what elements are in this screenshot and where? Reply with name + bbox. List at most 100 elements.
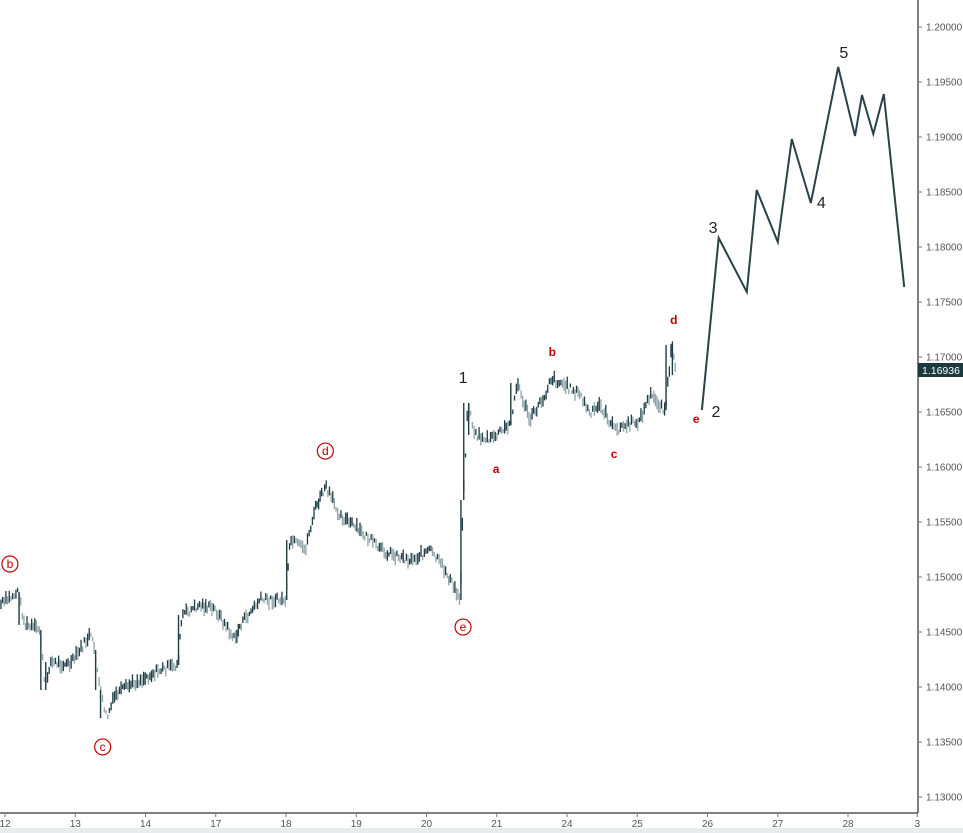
price-bar [253, 600, 255, 610]
price-bar [483, 437, 485, 442]
price-bar [29, 623, 31, 631]
price-bar [601, 409, 604, 416]
price-bar [533, 406, 535, 414]
price-bar [556, 379, 559, 389]
price-bar [410, 552, 412, 564]
price-bar [577, 386, 579, 397]
y-tick-label: 1.19000 [926, 133, 963, 144]
price-bar [632, 416, 634, 424]
price-bar [614, 423, 617, 431]
price-bar [338, 513, 340, 520]
x-tick-label: 21 [491, 819, 503, 830]
price-bar [146, 673, 148, 679]
price-bar [21, 613, 23, 620]
price-bar [236, 629, 238, 644]
price-bar [188, 611, 191, 617]
price-bar [155, 664, 157, 673]
price-bar [32, 622, 34, 631]
price-bar [128, 679, 130, 693]
price-bar [298, 539, 300, 547]
x-tick-label: 28 [842, 819, 854, 830]
price-bar [663, 402, 666, 416]
price-bar [389, 546, 392, 555]
price-bar [512, 409, 514, 415]
x-tick-label: 14 [140, 819, 152, 830]
price-bar [585, 403, 587, 413]
price-bar [240, 623, 242, 631]
price-bar [138, 679, 140, 688]
price-bar [48, 666, 50, 674]
price-bar [168, 659, 170, 671]
price-bar [431, 547, 434, 557]
price-bar [638, 417, 640, 423]
price-bar [72, 653, 74, 662]
price-bar [317, 498, 320, 510]
price-bar [248, 611, 251, 617]
price-bar [65, 659, 68, 667]
price-bar [668, 366, 671, 377]
price-bar [20, 597, 22, 606]
price-bar [496, 433, 498, 441]
price-bar [83, 637, 85, 643]
price-bar [250, 608, 252, 614]
price-bar [343, 517, 345, 526]
x-tick-label: 25 [632, 819, 644, 830]
price-bar [180, 619, 183, 627]
price-bar [400, 552, 403, 560]
price-bar [500, 427, 503, 434]
price-bar [507, 421, 509, 435]
price-bar [54, 657, 57, 665]
subwave-label: c [611, 447, 618, 461]
price-bar [553, 370, 555, 383]
x-tick-label: 20 [421, 819, 433, 830]
price-bar [187, 606, 189, 617]
price-bar [190, 606, 192, 613]
price-bar [362, 531, 364, 540]
price-bar [665, 345, 667, 411]
price-bar [208, 601, 210, 608]
annotation-label-circled: b [7, 557, 14, 571]
price-bar [529, 413, 532, 427]
price-bar [540, 396, 543, 408]
price-bar [561, 379, 564, 388]
price-bar [592, 405, 594, 412]
price-bar [165, 667, 167, 677]
price-bar [86, 633, 89, 647]
price-bar [163, 665, 165, 670]
price-bar [211, 602, 213, 617]
price-bar [98, 677, 100, 686]
price-bar [256, 598, 259, 610]
price-bar [542, 395, 544, 407]
y-tick-label: 1.15000 [926, 573, 963, 584]
price-bar [428, 545, 430, 552]
price-bar [200, 602, 202, 612]
price-bar [126, 682, 129, 691]
price-bar [38, 626, 41, 635]
price-bar [466, 410, 468, 422]
price-bar [225, 621, 227, 632]
price-bar [341, 514, 344, 526]
price-bar [435, 556, 437, 563]
price-bar [375, 538, 377, 549]
price-bar [27, 622, 30, 629]
price-bar [290, 535, 292, 546]
price-bar [61, 660, 63, 674]
price-bar [622, 421, 625, 432]
price-bar [192, 605, 194, 611]
price-bar [534, 408, 536, 416]
price-bar [59, 659, 61, 674]
y-tick-label: 1.14500 [926, 628, 963, 639]
x-tick-label: 3 [914, 819, 920, 830]
price-bar [555, 380, 557, 389]
price-bar [590, 412, 592, 418]
price-bar [650, 387, 652, 399]
price-bar [551, 376, 554, 386]
price-bar [523, 400, 525, 412]
price-bar [405, 553, 408, 561]
price-bar [595, 405, 597, 412]
price-bar [653, 390, 655, 404]
price-bar [610, 420, 612, 427]
price-bar [268, 597, 270, 611]
price-bar [141, 674, 143, 688]
price-bar [404, 559, 406, 564]
